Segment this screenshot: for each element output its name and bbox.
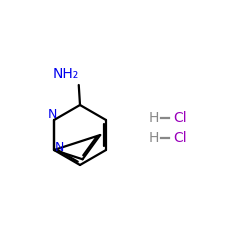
Text: H: H xyxy=(148,110,159,124)
Text: Cl: Cl xyxy=(174,110,187,124)
Text: N: N xyxy=(48,108,58,121)
Text: H: H xyxy=(148,130,159,144)
Text: NH₂: NH₂ xyxy=(53,66,79,80)
Text: N: N xyxy=(55,141,64,154)
Text: Cl: Cl xyxy=(174,130,187,144)
